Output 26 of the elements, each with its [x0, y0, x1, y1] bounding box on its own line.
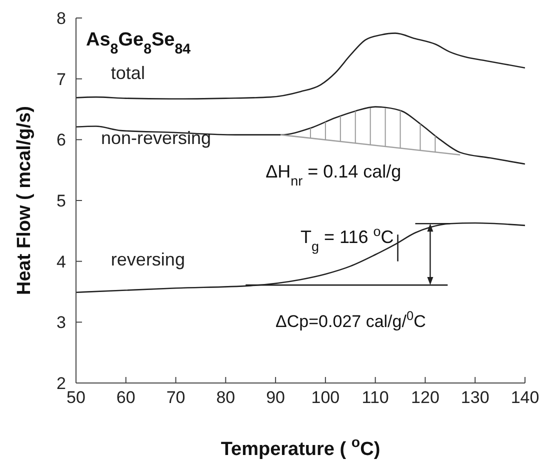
- x-tick-label: 140: [510, 388, 540, 408]
- y-tick-label: 8: [56, 9, 66, 28]
- annotation: ΔCp=0.027 cal/g/$^{0}$C: [276, 308, 426, 332]
- annotation: As$_{8}$Ge$_{8}$Se$_{84}$: [86, 29, 191, 58]
- x-tick-label: 130: [460, 388, 490, 408]
- x-tick-label: 110: [362, 388, 389, 408]
- x-tick-label: 100: [311, 388, 340, 408]
- x-tick-label: 50: [66, 388, 86, 408]
- x-tick-label: 70: [166, 388, 186, 408]
- x-tick-label: 80: [216, 388, 236, 408]
- annotation: ΔH$_{nr}$ = 0.14 cal/g: [266, 161, 402, 188]
- x-axis-title: Temperature ( $^{o}$C): [220, 435, 380, 460]
- y-tick-label: 6: [56, 130, 66, 150]
- annotation: T$_{g}$ = 116 $^{o}$C: [300, 224, 394, 254]
- y-tick-label: 7: [56, 70, 66, 89]
- y-axis-title: Heat Flow ( mcal/g/s): [14, 106, 35, 295]
- series-label: reversing: [110, 250, 185, 270]
- y-tick-label: 4: [56, 252, 66, 272]
- x-tick-label: 120: [411, 388, 440, 408]
- series-label: total: [110, 62, 145, 83]
- x-tick-label: 90: [266, 388, 286, 408]
- y-tick-label: 3: [56, 313, 66, 332]
- series-label: non-reversing: [100, 128, 212, 148]
- x-tick-label: 60: [116, 388, 136, 408]
- y-tick-label: 5: [56, 192, 66, 211]
- y-tick-label: 2: [56, 374, 66, 394]
